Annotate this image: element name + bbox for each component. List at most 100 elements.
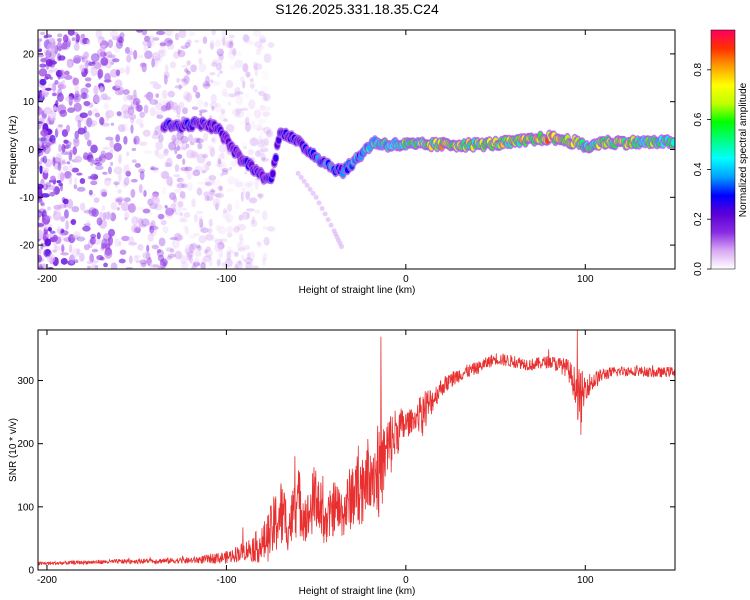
spectrogram-noise-blob	[107, 228, 116, 237]
spectrogram-noise-blob	[44, 215, 52, 220]
spectrogram-noise-blob	[70, 218, 77, 226]
spectrogram-noise-blob	[63, 145, 70, 149]
snr-background	[38, 330, 675, 570]
spectrogram-noise-blob	[62, 34, 69, 43]
spectrogram-noise-blob	[87, 265, 91, 269]
spectrogram-noise-blob	[118, 241, 122, 247]
spectrogram-noise-blob	[202, 36, 208, 45]
spectrogram-noise-blob	[110, 201, 117, 210]
spectrogram-noise-blob	[157, 49, 165, 58]
spectrogram-noise-blob	[210, 175, 216, 186]
spectrogram-noise-blob	[110, 161, 114, 167]
spectrogram-noise-blob	[226, 188, 234, 193]
spectrogram-noise-blob	[40, 136, 47, 144]
spectrogram-noise-blob	[130, 94, 138, 100]
spectrogram-noise-blob	[191, 264, 197, 269]
spectrogram-noise-blob	[228, 34, 235, 39]
spectrogram-noise-blob	[86, 39, 91, 46]
spectrogram-noise-blob	[209, 147, 215, 158]
spectrogram-noise-blob	[38, 212, 41, 217]
colorbar-tick-label: 0.2	[693, 212, 704, 226]
spectrogram-noise-blob	[201, 169, 207, 174]
spectrogram-secondary-blob	[301, 178, 307, 184]
spectrogram-noise-blob	[48, 50, 57, 61]
spectrogram-noise-blob	[173, 232, 182, 242]
spectrogram-noise-blob	[237, 247, 246, 252]
spectrogram-noise-blob	[57, 70, 61, 80]
spectrogram-secondary-blob	[322, 211, 328, 217]
spectrogram-noise-blob	[47, 115, 51, 122]
spectrogram-noise-blob	[72, 247, 80, 258]
spectrogram-noise-blob	[137, 244, 144, 251]
spectrogram-noise-blob	[251, 216, 256, 225]
spectrogram-noise-blob	[79, 34, 84, 45]
spectrogram-noise-blob	[93, 85, 99, 95]
spectrogram-y-tick-label: -10	[20, 193, 35, 204]
spectrogram-noise-blob	[113, 166, 123, 175]
spectrogram-noise-blob	[234, 251, 239, 257]
spectrogram-noise-blob	[250, 219, 258, 228]
spectrogram-noise-blob	[263, 236, 270, 246]
spectrogram-noise-blob	[124, 211, 130, 220]
spectrogram-noise-blob	[83, 118, 91, 126]
spectrogram-noise-blob	[151, 244, 159, 250]
spectrogram-noise-blob	[159, 171, 164, 176]
spectrogram-noise-blob	[89, 253, 95, 263]
spectrogram-noise-blob	[79, 252, 85, 262]
spectrogram-noise-blob	[120, 201, 130, 212]
spectrogram-noise-blob	[266, 226, 276, 232]
spectrogram-noise-blob	[203, 132, 209, 142]
spectrogram-noise-blob	[95, 30, 103, 39]
spectrogram-noise-blob	[40, 193, 50, 198]
spectrogram-noise-blob	[57, 162, 62, 172]
spectrogram-noise-blob	[87, 110, 93, 117]
spectrogram-noise-blob	[105, 109, 115, 119]
spectrogram-noise-blob	[186, 149, 195, 159]
spectrogram-noise-blob	[166, 40, 174, 44]
spectrogram-noise-blob	[156, 30, 165, 36]
spectrogram-noise-blob	[254, 88, 258, 93]
spectrogram-noise-blob	[65, 96, 73, 102]
spectrogram-noise-blob	[129, 98, 138, 104]
spectrogram-noise-blob	[256, 149, 265, 157]
spectrogram-noise-blob	[249, 83, 255, 89]
spectrogram-noise-blob	[56, 41, 63, 52]
spectrogram-noise-blob	[169, 248, 175, 253]
spectrogram-noise-blob	[38, 124, 41, 130]
spectrogram-noise-blob	[196, 137, 201, 143]
spectrogram-noise-blob	[38, 196, 43, 203]
spectrogram-noise-blob	[253, 109, 262, 118]
spectrogram-noise-blob	[85, 83, 92, 88]
spectrogram-noise-blob	[226, 226, 234, 234]
spectrogram-noise-blob	[258, 90, 266, 97]
spectrogram-noise-blob	[135, 118, 144, 125]
spectrogram-noise-blob	[229, 39, 234, 46]
spectrogram-noise-blob	[228, 93, 237, 98]
spectrogram-noise-blob	[222, 37, 226, 47]
spectrogram-noise-blob	[151, 58, 155, 68]
spectrogram-noise-blob	[102, 96, 112, 101]
spectrogram-noise-blob	[225, 124, 235, 133]
spectrogram-noise-blob	[52, 104, 57, 110]
spectrogram-noise-blob	[183, 75, 190, 85]
spectrogram-noise-blob	[180, 45, 189, 50]
spectrogram-noise-blob	[180, 166, 189, 172]
spectrogram-noise-blob	[257, 193, 263, 200]
spectrogram-noise-blob	[62, 198, 69, 205]
spectrogram-noise-blob	[225, 80, 234, 89]
spectrogram-noise-blob	[98, 219, 108, 229]
spectrogram-noise-blob	[90, 180, 98, 186]
spectrogram-noise-blob	[54, 245, 61, 251]
spectrogram-noise-blob	[143, 259, 153, 265]
spectrogram-noise-blob	[66, 60, 73, 68]
spectrogram-noise-blob	[159, 258, 168, 267]
spectrogram-noise-blob	[209, 72, 216, 76]
spectrogram-noise-blob	[265, 130, 272, 137]
spectrogram-x-tick-label: -100	[216, 274, 236, 285]
spectrogram-noise-blob	[253, 62, 258, 71]
spectrogram-noise-blob	[171, 134, 177, 144]
spectrogram-y-tick-label: 10	[23, 97, 35, 108]
spectrogram-noise-blob	[133, 227, 139, 233]
spectrogram-noise-blob	[223, 118, 229, 122]
spectrogram-noise-blob	[88, 176, 95, 180]
